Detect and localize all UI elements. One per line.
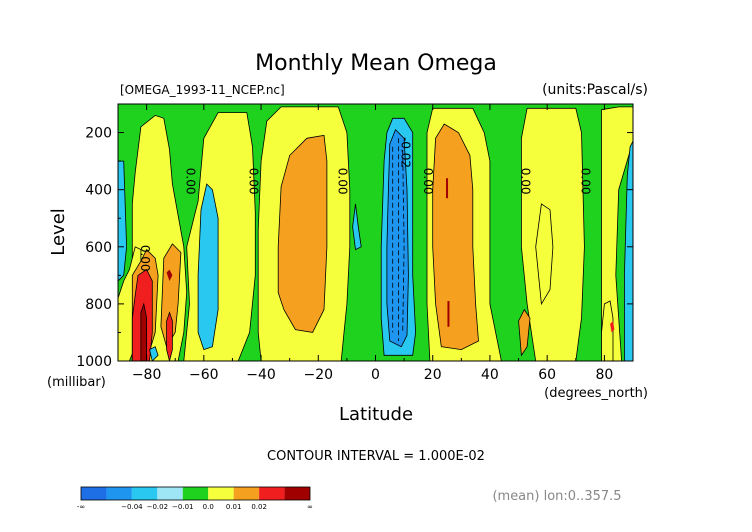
x-tick-label: 80 [595, 367, 613, 383]
region-darkred-south [140, 302, 147, 361]
colorbar-frame [80, 486, 311, 501]
region-cyan-north-pole [624, 140, 633, 361]
x-tick-label: 40 [481, 367, 499, 383]
contour-label: 0.00 [138, 245, 152, 272]
contour-label: 0.00 [335, 168, 349, 195]
x-axis-unit-label: (degrees_north) [544, 386, 648, 401]
colorbar-label: −0.04 [121, 503, 143, 511]
colorbar-label: 0.0 [203, 503, 214, 511]
contour-label: -0.02 [398, 137, 412, 168]
contour-label: 0.00 [579, 168, 593, 195]
colorbar-swatch [157, 487, 183, 500]
x-axis-title: Latitude [339, 404, 413, 425]
x-tick-label: −20 [304, 367, 334, 383]
colorbar-label: −0.01 [172, 503, 193, 511]
colorbar-swatch [131, 487, 158, 500]
region-orange-south-main [277, 134, 328, 333]
negative-contour-lines [392, 138, 405, 341]
file-label: [OMEGA_1993-11_NCEP.nc] [120, 83, 285, 97]
contour-label: 0.00 [518, 168, 532, 195]
y-tick-label: 400 [85, 183, 112, 199]
y-tick-label: 200 [85, 126, 112, 142]
y-axis-unit-label: (millibar) [47, 375, 106, 390]
region-red-south-2 [166, 311, 173, 361]
contour-label: 0.00 [184, 168, 198, 195]
red-dot-south [166, 269, 173, 281]
y-axis: 200 400 600 800 1000 [76, 103, 633, 370]
x-tick-label: 0 [371, 367, 380, 383]
contour-label: 0.00 [247, 168, 261, 195]
region-cyan-far-left [118, 160, 128, 282]
region-orange-south-2 [160, 243, 182, 348]
region-cyan-south-dot [149, 346, 159, 361]
x-tick-label: 20 [424, 367, 442, 383]
contour-label: 0.00 [421, 168, 435, 195]
colorbar: -∞ −0.04 −0.02 −0.01 0.0 0.01 0.02 ∞ [77, 486, 313, 511]
contour-dash-3 [402, 149, 405, 333]
x-tick-label: −60 [189, 367, 219, 383]
y-tick-label: 600 [85, 240, 112, 256]
region-yellow-north-4 [601, 106, 633, 361]
y-tick-label: 1000 [76, 354, 112, 370]
region-cyan-equator-small [352, 203, 362, 251]
region-yellow-north-5 [601, 300, 614, 361]
chart-title: Monthly Mean Omega [255, 51, 497, 76]
colorbar-label: 0.01 [226, 503, 242, 511]
region-orange-north-main [432, 123, 479, 351]
y-axis-title: Level [48, 208, 69, 256]
red-streak-north-2 [447, 301, 450, 327]
region-yellow-north-3 [535, 203, 554, 306]
contour-fills [118, 106, 633, 361]
colorbar-label: −0.02 [147, 503, 168, 511]
x-tick-label: −80 [132, 367, 162, 383]
y-tick-label: 800 [85, 297, 112, 313]
contour-interval-label: CONTOUR INTERVAL = 1.000E-02 [267, 449, 485, 464]
region-cyan-south [197, 183, 219, 351]
x-tick-label: −40 [246, 367, 276, 383]
colorbar-swatch [182, 487, 209, 500]
x-tick-label: 60 [538, 367, 556, 383]
colorbar-swatch [81, 487, 107, 500]
colorbar-label: -∞ [77, 503, 85, 511]
region-yellow-north-2 [521, 107, 585, 361]
colorbar-swatch [208, 487, 234, 500]
x-axis: −80 −60 −40 −20 0 20 40 60 80 [117, 104, 634, 383]
colorbar-label: 0.02 [251, 503, 267, 511]
red-dot-north [610, 321, 615, 333]
contour-labels: 0.00 0.00 0.00 -0.02 0.00 0.00 0.00 0.00 [138, 137, 593, 272]
plot-area [118, 104, 633, 361]
colorbar-swatch [106, 487, 132, 500]
footer-label: (mean) lon:0..357.5 [492, 489, 621, 504]
colorbar-swatch [259, 487, 285, 500]
units-label: (units:Pascal/s) [542, 82, 648, 98]
colorbar-label: ∞ [307, 503, 313, 511]
colorbar-swatch [233, 487, 260, 500]
region-orange-north-small [518, 308, 531, 357]
colorbar-swatch [284, 487, 310, 500]
red-streak-north-1 [446, 178, 449, 199]
